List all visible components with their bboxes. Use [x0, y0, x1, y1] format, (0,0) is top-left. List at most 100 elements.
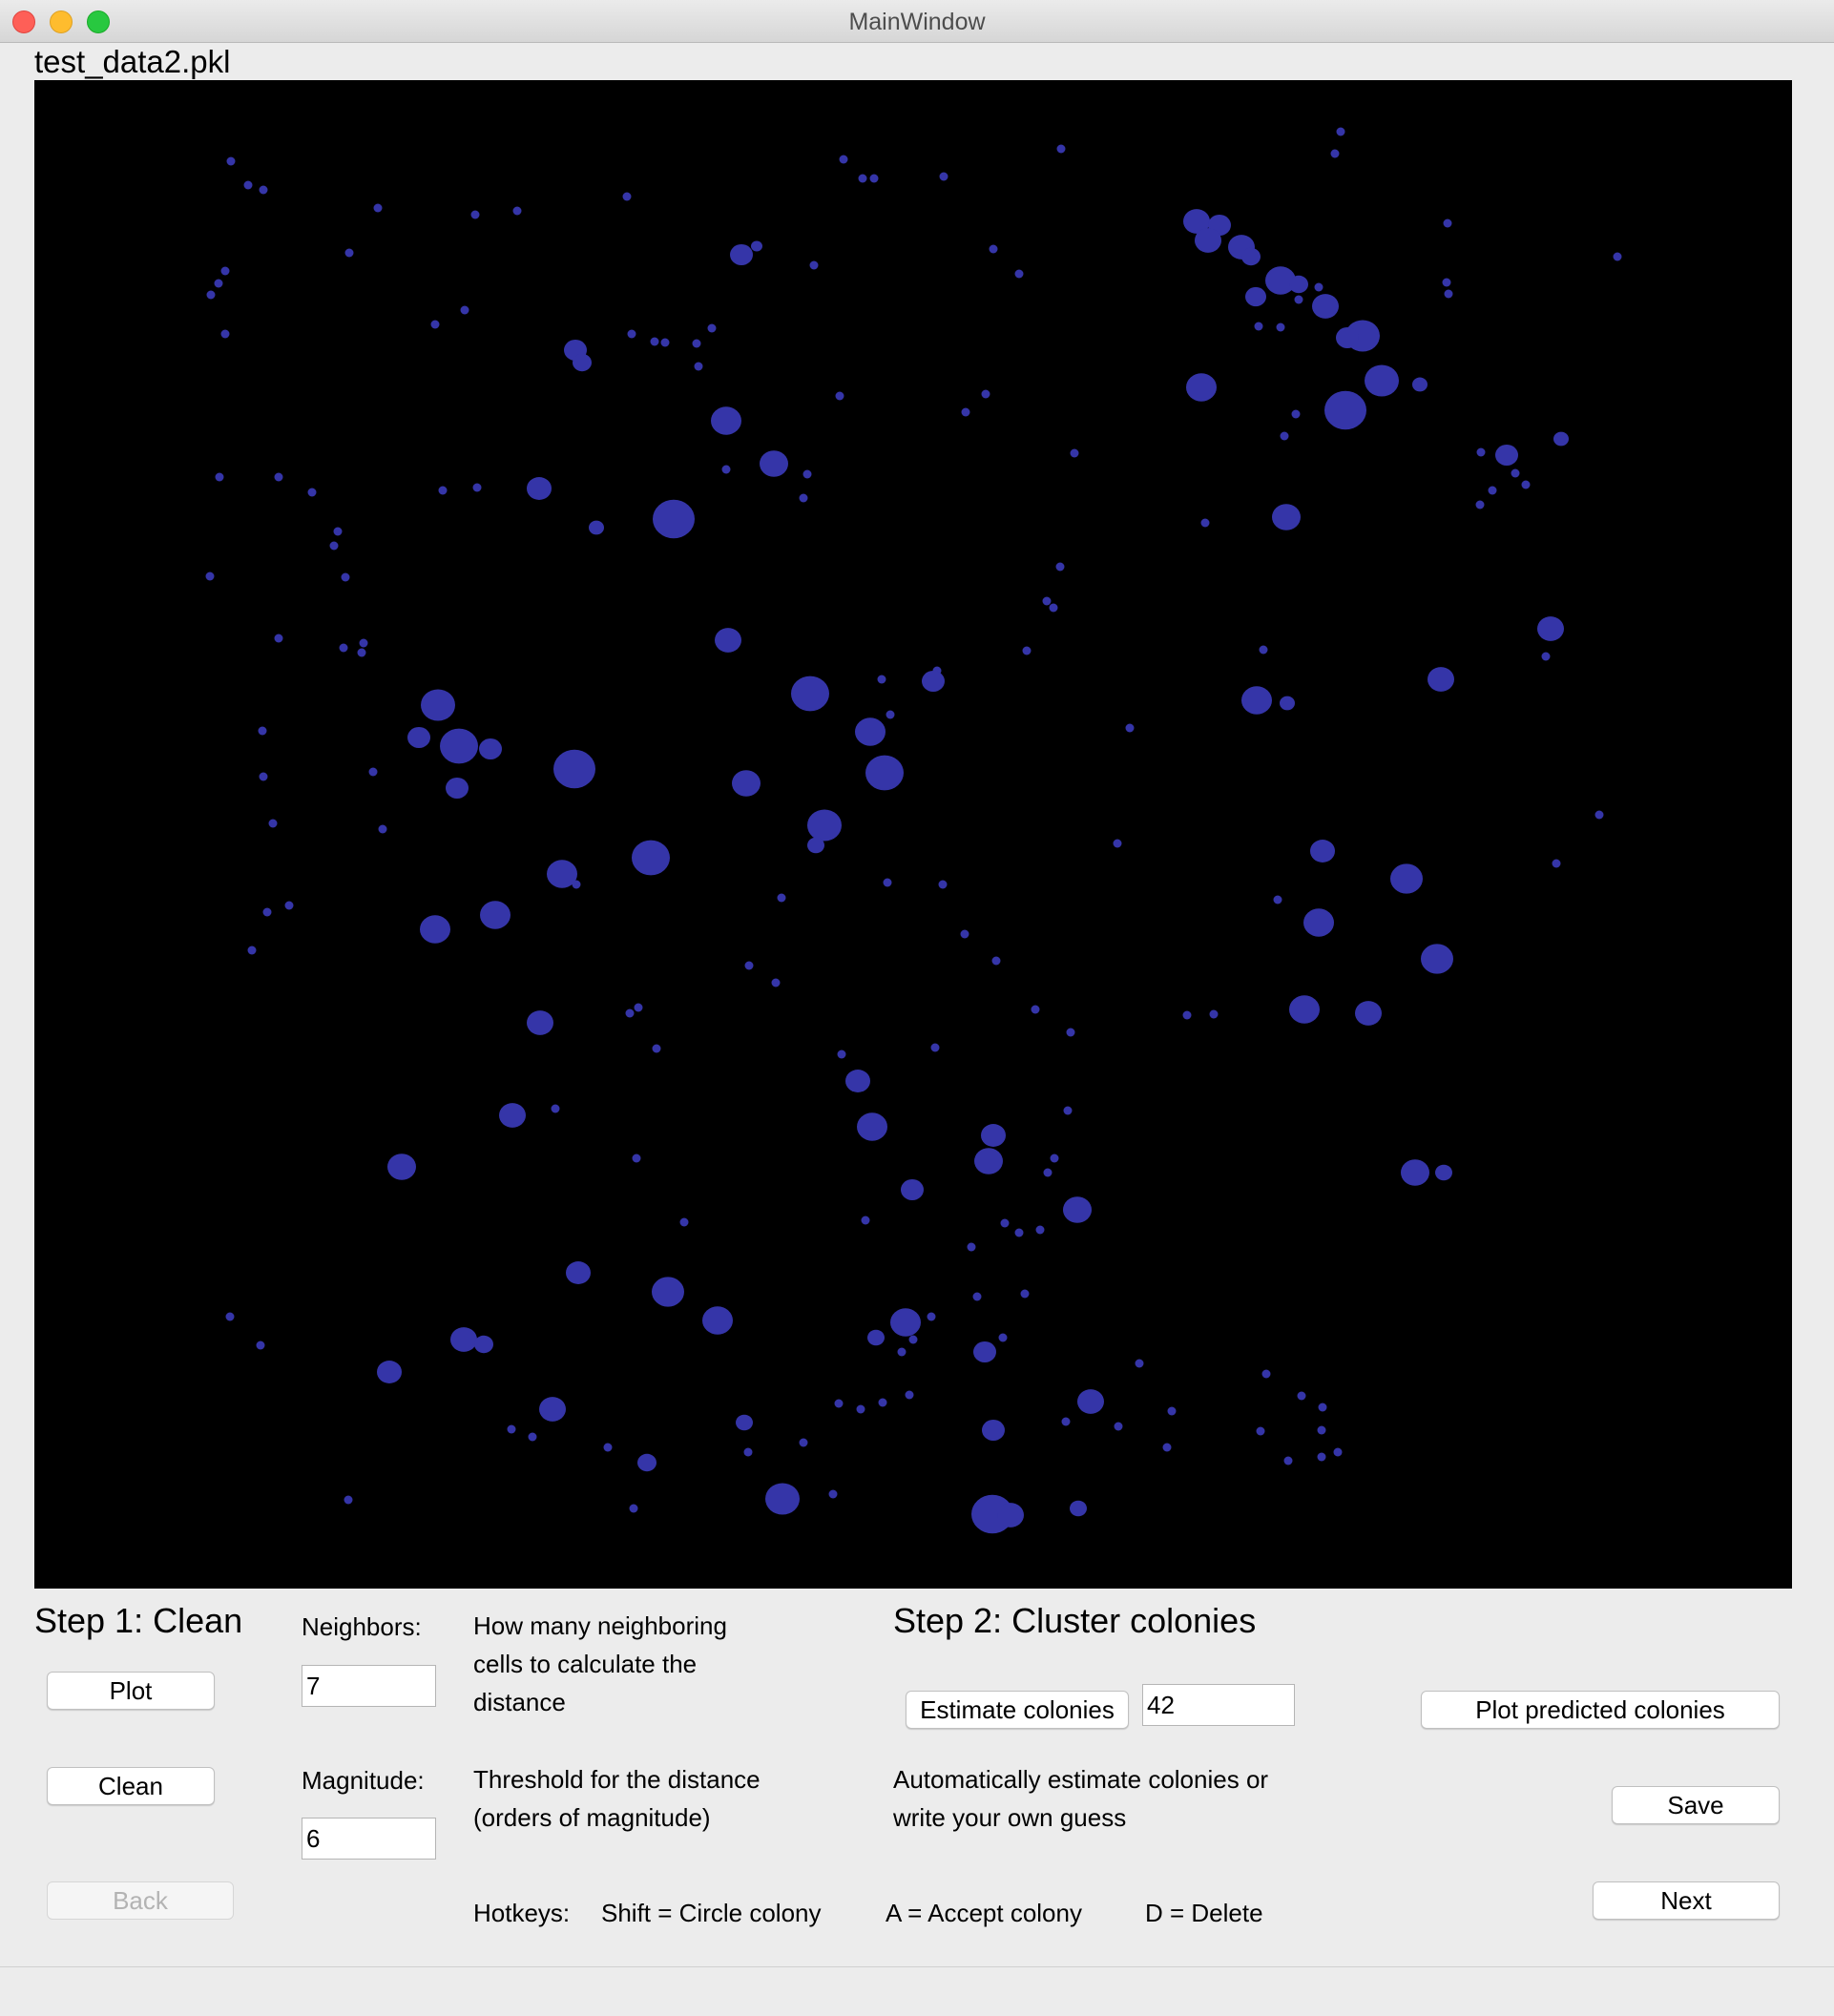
- cell-point: [1066, 1028, 1075, 1037]
- colony-cluster: [732, 770, 761, 797]
- estimate-desc-line: Automatically estimate colonies or: [893, 1765, 1269, 1794]
- estimate-colonies-button[interactable]: Estimate colonies: [906, 1691, 1129, 1729]
- cell-point: [215, 472, 224, 482]
- cell-point: [1162, 1443, 1172, 1452]
- cell-point: [1297, 1391, 1306, 1401]
- colony-cluster: [974, 1148, 1003, 1174]
- cell-point: [472, 483, 482, 492]
- cell-point: [1042, 596, 1052, 606]
- cell-point: [1511, 468, 1520, 478]
- colony-cluster: [547, 860, 577, 888]
- cell-point: [205, 572, 215, 581]
- cell-point: [1135, 1359, 1144, 1368]
- cell-point: [247, 946, 257, 955]
- cell-point: [1280, 431, 1289, 441]
- minimize-window-icon[interactable]: [50, 10, 73, 33]
- colony-cluster: [711, 406, 741, 435]
- neighbors-input[interactable]: [302, 1665, 436, 1707]
- cell-point: [274, 472, 283, 482]
- cell-point: [460, 305, 469, 315]
- neighbors-desc-line: distance: [473, 1688, 566, 1716]
- cell-point: [744, 961, 754, 970]
- scatter-plot-canvas[interactable]: [34, 80, 1792, 1589]
- magnitude-input[interactable]: [302, 1818, 436, 1860]
- cell-point: [1055, 562, 1065, 572]
- colony-cluster: [997, 1503, 1024, 1528]
- cell-point: [1521, 480, 1531, 489]
- cell-point: [1043, 1168, 1052, 1177]
- cell-point: [1031, 1005, 1040, 1014]
- colony-cluster: [760, 450, 788, 477]
- cell-point: [828, 1489, 838, 1499]
- colony-cluster: [1310, 840, 1335, 863]
- cell-point: [214, 279, 223, 288]
- colony-cluster: [1401, 1159, 1429, 1186]
- cell-point: [357, 648, 366, 657]
- colony-cluster: [702, 1306, 733, 1335]
- plot-button[interactable]: Plot: [47, 1672, 215, 1710]
- zoom-window-icon[interactable]: [87, 10, 110, 33]
- colony-cluster: [1324, 390, 1366, 430]
- cell-point: [339, 643, 348, 653]
- plot-predicted-colonies-button[interactable]: Plot predicted colonies: [1421, 1691, 1780, 1729]
- colony-cluster: [981, 1124, 1006, 1147]
- colony-count-input[interactable]: [1142, 1684, 1295, 1726]
- hotkey-shift: Shift = Circle colony: [601, 1899, 822, 1927]
- magnitude-desc-line: Threshold for the distance: [473, 1765, 761, 1794]
- colony-cluster: [1195, 228, 1221, 253]
- colony-cluster: [1063, 1196, 1092, 1223]
- back-button[interactable]: Back: [47, 1881, 234, 1920]
- cell-point: [622, 192, 632, 201]
- cell-point: [809, 260, 819, 270]
- cell-point: [692, 339, 701, 348]
- colony-cluster: [527, 1010, 553, 1035]
- cell-point: [1613, 252, 1622, 261]
- cell-point: [650, 337, 659, 346]
- cell-point: [660, 338, 670, 347]
- colony-cluster: [539, 1397, 566, 1422]
- cell-point: [1114, 1422, 1123, 1431]
- colony-cluster: [1336, 326, 1359, 349]
- cell-point: [1256, 1426, 1265, 1436]
- colony-cluster: [637, 1453, 656, 1472]
- colony-cluster: [751, 240, 762, 252]
- cell-point: [1552, 859, 1561, 868]
- cell-point: [1113, 839, 1122, 848]
- cell-point: [507, 1424, 516, 1434]
- clean-button[interactable]: Clean: [47, 1767, 215, 1805]
- cell-point: [771, 978, 781, 987]
- cell-point: [1541, 652, 1551, 661]
- colony-cluster: [446, 777, 469, 800]
- colony-cluster: [1390, 863, 1423, 894]
- cell-point: [256, 1341, 265, 1350]
- cell-point: [1254, 322, 1263, 331]
- colony-cluster: [1365, 364, 1399, 397]
- cell-point: [858, 174, 867, 183]
- cell-point: [802, 469, 812, 479]
- cell-point: [1317, 1452, 1326, 1462]
- cell-point: [930, 1043, 940, 1052]
- cell-point: [1061, 1417, 1071, 1426]
- colony-cluster: [480, 901, 511, 929]
- colony-cluster: [1312, 294, 1339, 319]
- colony-cluster: [791, 675, 829, 712]
- cell-point: [1014, 269, 1024, 279]
- cell-point: [1056, 144, 1066, 154]
- colony-cluster: [474, 1335, 493, 1354]
- save-button[interactable]: Save: [1612, 1786, 1780, 1824]
- colony-cluster: [982, 1419, 1005, 1442]
- colony-cluster: [1280, 696, 1295, 711]
- colony-cluster: [1303, 908, 1334, 937]
- next-button[interactable]: Next: [1593, 1881, 1780, 1920]
- cell-point: [1125, 723, 1135, 733]
- cell-point: [861, 1216, 870, 1225]
- cell-point: [878, 1398, 887, 1407]
- close-window-icon[interactable]: [12, 10, 35, 33]
- colony-cluster: [450, 1327, 477, 1352]
- cell-point: [1261, 1369, 1271, 1379]
- colony-cluster: [855, 717, 886, 746]
- colony-cluster: [715, 628, 741, 653]
- cell-point: [243, 180, 253, 190]
- cell-point: [226, 156, 236, 166]
- cell-scatter-svg[interactable]: [34, 80, 1792, 1589]
